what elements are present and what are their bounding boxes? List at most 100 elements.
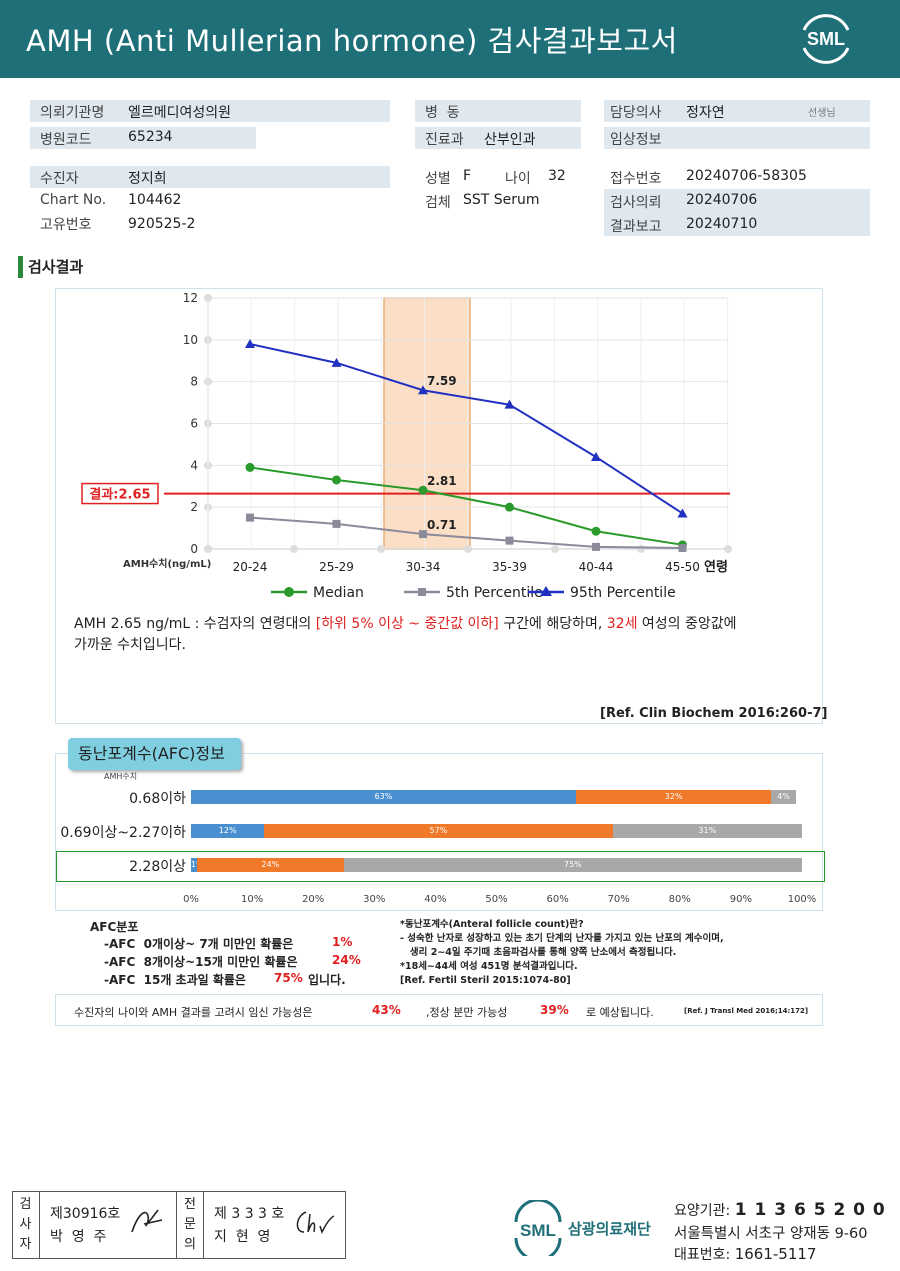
afc-tab: 동난포계수(AFC)정보 xyxy=(68,738,241,770)
ward-label: 병 동 xyxy=(425,105,460,121)
report-value: 20240710 xyxy=(686,216,758,232)
info-bar xyxy=(30,100,390,122)
phone-label: 대표번호: xyxy=(674,1247,731,1263)
expert-license: 제 3 3 3 호 xyxy=(214,1206,285,1222)
afc-legend-title: AFC분포 xyxy=(90,920,139,934)
data-point xyxy=(418,485,428,495)
afc-legend-value: 1% xyxy=(332,935,353,949)
x-tick-dot xyxy=(377,545,385,553)
tester-label-char: 검 xyxy=(19,1197,32,1212)
y-tick-label: 10 xyxy=(183,333,198,347)
afc-note: - 성숙한 난자로 성장하고 있는 초기 단계의 난자를 가지고 있는 난포의 … xyxy=(400,933,724,944)
id-label: 고유번호 xyxy=(40,217,92,233)
legend-marker xyxy=(540,586,552,596)
amh-chart: 0 2 4 6 8 10 12 20-24 25-29 30-34 35-39 40-44 45-50 A… xyxy=(81,291,732,601)
afc-bar-segment: 24% xyxy=(197,858,344,872)
sml-footer-logo: SML xyxy=(514,1200,562,1256)
afc-bar-segment: 75% xyxy=(343,858,802,872)
expert-label-char: 전 xyxy=(184,1197,196,1212)
pregnancy-text1: 수진자의 나이와 AMH 결과를 고려시 임신 가능성은 xyxy=(74,1006,313,1019)
tester-label-char: 사 xyxy=(19,1217,32,1232)
code-footer-value: 1 1 3 6 5 2 0 0 xyxy=(734,1200,886,1220)
info-bar xyxy=(30,166,390,188)
chart-label: Chart No. xyxy=(40,192,107,208)
institution-label: 의뢰기관명 xyxy=(40,105,105,121)
doctor-value: 정자연 xyxy=(686,105,725,121)
data-point xyxy=(331,357,342,367)
afc-bar-segment: 4% xyxy=(771,790,796,804)
afc-row-label: 0.69이상~2.27이하 xyxy=(60,825,186,841)
specimen-label: 검체 xyxy=(425,195,451,211)
afc-legend-text: -AFC 0개이상~ 7개 미만인 확률은 xyxy=(104,937,294,951)
chart-value: 104462 xyxy=(128,192,182,208)
id-value: 920525-2 xyxy=(128,216,196,232)
clinical-label: 임상정보 xyxy=(610,132,662,148)
afc-axis-tick: 50% xyxy=(485,894,508,905)
signature-box xyxy=(12,1191,346,1259)
data-point xyxy=(246,513,254,522)
legend-label: 95th Percentile xyxy=(570,585,676,601)
afc-legend-text: -AFC 15개 초과일 확률은 xyxy=(104,973,246,987)
result-label: 결과:2.65 xyxy=(89,487,150,503)
x-tick-dot xyxy=(551,545,559,553)
x-tick-dot xyxy=(290,545,298,553)
org-address: 서울특별시 서초구 양재동 9-60 xyxy=(674,1226,868,1242)
interp-range: [하위 5% 이상 ~ 중간값 이하] xyxy=(315,616,499,632)
series-line-1 xyxy=(249,516,683,549)
data-point xyxy=(504,399,515,409)
doctor-label: 담당의사 xyxy=(610,105,662,121)
code-footer-label: 요양기관: xyxy=(674,1203,731,1219)
code-value: 65234 xyxy=(128,129,173,145)
tester-label-char: 자 xyxy=(19,1237,32,1252)
afc-legend-text: -AFC 8개이상~15개 미만인 확률은 xyxy=(104,955,298,969)
info-bar xyxy=(415,127,581,149)
legend-label: Median xyxy=(313,585,364,601)
legend-label: 5th Percentile xyxy=(446,585,543,601)
data-label: 7.59 xyxy=(427,374,457,388)
info-bar xyxy=(30,127,256,149)
data-point xyxy=(678,543,687,552)
x-tick-dot xyxy=(637,545,645,553)
doctor-suffix: 선생님 xyxy=(808,108,836,119)
code-label: 병원코드 xyxy=(40,132,92,148)
info-bar xyxy=(604,189,870,236)
afc-axis-tick: 40% xyxy=(424,894,447,905)
afc-axis-tick: 90% xyxy=(729,894,752,905)
receipt-label: 접수번호 xyxy=(610,171,662,187)
logo-text: SML xyxy=(807,29,845,49)
info-bar xyxy=(415,100,581,122)
y-tick-label: 6 xyxy=(190,417,198,431)
x-tick-dot xyxy=(724,545,732,553)
expert-signature xyxy=(296,1211,335,1234)
chart-panel xyxy=(55,288,823,724)
x-tick-dot xyxy=(204,545,212,553)
expert-label-char: 문 xyxy=(184,1217,196,1232)
afc-note: [Ref. Fertil Steril 2015:1074-80] xyxy=(400,975,571,986)
afc-amh-label: AMH수치 xyxy=(104,772,138,781)
y-axis-label: AMH수치(ng/mL) xyxy=(123,557,211,570)
receipt-value: 20240706-58305 xyxy=(686,168,807,184)
afc-bar-segment: 57% xyxy=(264,824,613,838)
age-label: 나이 xyxy=(505,171,531,187)
request-label: 검사의뢰 xyxy=(610,195,662,211)
x-tick-dot xyxy=(464,545,472,553)
expert-label-char: 의 xyxy=(184,1237,196,1252)
afc-axis-tick: 60% xyxy=(546,894,569,905)
patient-value: 정지희 xyxy=(128,171,167,187)
afc-bar-segment: 63% xyxy=(191,790,576,804)
legend-marker xyxy=(418,588,426,596)
series-line-0 xyxy=(249,466,683,546)
afc-row-label: 2.28이상 xyxy=(129,859,186,875)
afc-legend-value: 75% xyxy=(274,971,303,985)
afc-notes: *동난포계수(Anteral follicle count)란? - 성숙한 난… xyxy=(400,918,820,988)
dept-value: 산부인과 xyxy=(484,132,536,148)
interp-part5: 여성의 중앙값에 xyxy=(637,616,737,632)
tester-signature xyxy=(131,1209,163,1233)
data-point xyxy=(592,542,600,551)
data-point xyxy=(505,536,514,545)
data-point xyxy=(591,451,601,461)
afc-highlight-row xyxy=(56,851,825,882)
result-box xyxy=(81,482,159,505)
x-tick-label: 35-39 xyxy=(492,560,527,574)
x-tick-label: 30-34 xyxy=(406,560,441,574)
